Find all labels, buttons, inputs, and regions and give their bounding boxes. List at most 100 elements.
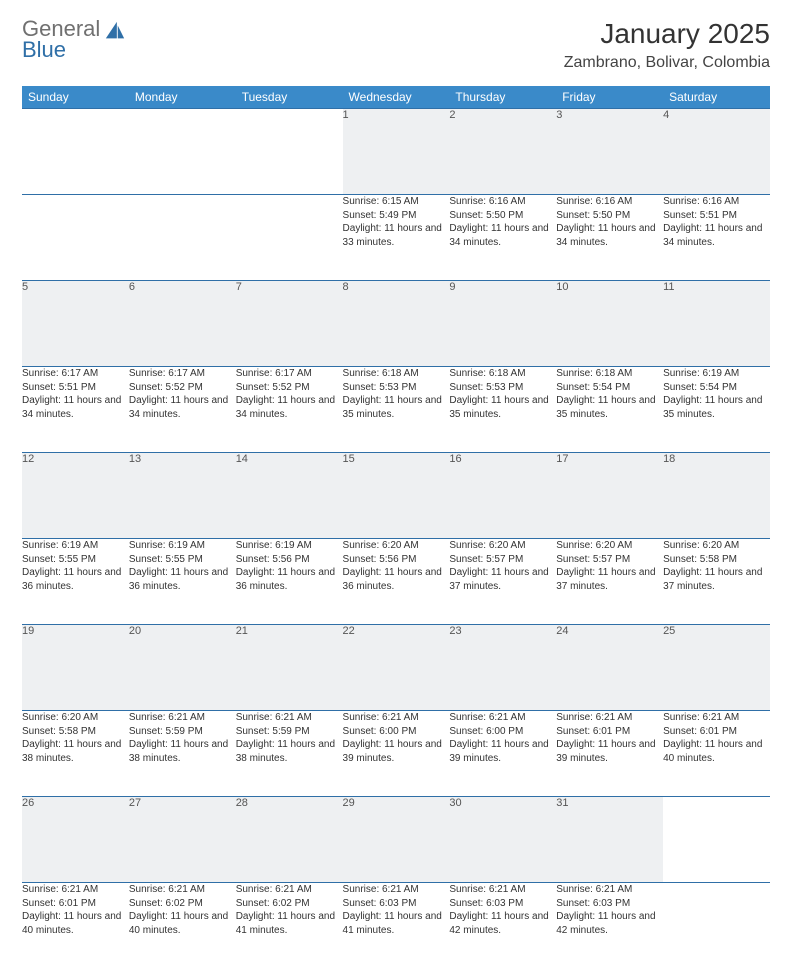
sunset-line: Sunset: 5:59 PM <box>129 725 236 739</box>
sunset-line: Sunset: 5:56 PM <box>236 553 343 567</box>
sunrise-line: Sunrise: 6:21 AM <box>343 883 450 897</box>
weekday-header: Monday <box>129 86 236 109</box>
daylight-line: Daylight: 11 hours and 35 minutes. <box>449 394 556 421</box>
sunset-line: Sunset: 6:02 PM <box>236 897 343 911</box>
day-number-cell: 21 <box>236 625 343 711</box>
sunrise-line: Sunrise: 6:21 AM <box>129 883 236 897</box>
week-daynum-row: 1234 <box>22 109 770 195</box>
daylight-line: Daylight: 11 hours and 39 minutes. <box>343 738 450 765</box>
daylight-line: Daylight: 11 hours and 40 minutes. <box>22 910 129 937</box>
weekday-header: Sunday <box>22 86 129 109</box>
day-number-cell: 25 <box>663 625 770 711</box>
sunset-line: Sunset: 5:57 PM <box>556 553 663 567</box>
day-number-cell: 22 <box>343 625 450 711</box>
day-number-cell: 2 <box>449 109 556 195</box>
sunset-line: Sunset: 6:03 PM <box>449 897 556 911</box>
day-detail-cell: Sunrise: 6:16 AMSunset: 5:51 PMDaylight:… <box>663 195 770 281</box>
weekday-header: Thursday <box>449 86 556 109</box>
daylight-line: Daylight: 11 hours and 37 minutes. <box>663 566 770 593</box>
daylight-line: Daylight: 11 hours and 37 minutes. <box>449 566 556 593</box>
sunset-line: Sunset: 5:55 PM <box>22 553 129 567</box>
day-number-cell: 23 <box>449 625 556 711</box>
day-detail-cell: Sunrise: 6:18 AMSunset: 5:53 PMDaylight:… <box>449 367 556 453</box>
week-daynum-row: 12131415161718 <box>22 453 770 539</box>
sunrise-line: Sunrise: 6:17 AM <box>22 367 129 381</box>
day-detail-cell: Sunrise: 6:21 AMSunset: 6:03 PMDaylight:… <box>343 883 450 969</box>
day-detail-cell: Sunrise: 6:18 AMSunset: 5:53 PMDaylight:… <box>343 367 450 453</box>
day-detail-cell: Sunrise: 6:21 AMSunset: 6:00 PMDaylight:… <box>343 711 450 797</box>
brand-line2: Blue <box>22 39 100 61</box>
daylight-line: Daylight: 11 hours and 35 minutes. <box>556 394 663 421</box>
day-number-cell <box>129 109 236 195</box>
sunset-line: Sunset: 5:54 PM <box>556 381 663 395</box>
day-number-cell <box>22 109 129 195</box>
sunrise-line: Sunrise: 6:16 AM <box>556 195 663 209</box>
sunrise-line: Sunrise: 6:19 AM <box>663 367 770 381</box>
week-detail-row: Sunrise: 6:15 AMSunset: 5:49 PMDaylight:… <box>22 195 770 281</box>
sunrise-line: Sunrise: 6:21 AM <box>22 883 129 897</box>
sunrise-line: Sunrise: 6:18 AM <box>449 367 556 381</box>
daylight-line: Daylight: 11 hours and 34 minutes. <box>129 394 236 421</box>
day-detail-cell: Sunrise: 6:15 AMSunset: 5:49 PMDaylight:… <box>343 195 450 281</box>
page-header: General Blue January 2025 Zambrano, Boli… <box>22 18 770 72</box>
weekday-header: Wednesday <box>343 86 450 109</box>
week-detail-row: Sunrise: 6:17 AMSunset: 5:51 PMDaylight:… <box>22 367 770 453</box>
sunset-line: Sunset: 5:56 PM <box>343 553 450 567</box>
daylight-line: Daylight: 11 hours and 36 minutes. <box>343 566 450 593</box>
sunset-line: Sunset: 6:00 PM <box>449 725 556 739</box>
daylight-line: Daylight: 11 hours and 34 minutes. <box>663 222 770 249</box>
day-detail-cell: Sunrise: 6:16 AMSunset: 5:50 PMDaylight:… <box>449 195 556 281</box>
sunrise-line: Sunrise: 6:21 AM <box>449 711 556 725</box>
daylight-line: Daylight: 11 hours and 38 minutes. <box>129 738 236 765</box>
day-detail-cell: Sunrise: 6:17 AMSunset: 5:52 PMDaylight:… <box>236 367 343 453</box>
sunrise-line: Sunrise: 6:15 AM <box>343 195 450 209</box>
day-number-cell: 24 <box>556 625 663 711</box>
sunset-line: Sunset: 5:53 PM <box>449 381 556 395</box>
sunset-line: Sunset: 5:50 PM <box>449 209 556 223</box>
day-number-cell: 9 <box>449 281 556 367</box>
day-detail-cell <box>663 883 770 969</box>
day-detail-cell: Sunrise: 6:21 AMSunset: 6:01 PMDaylight:… <box>556 711 663 797</box>
day-number-cell: 27 <box>129 797 236 883</box>
day-number-cell: 6 <box>129 281 236 367</box>
day-number-cell: 15 <box>343 453 450 539</box>
sunrise-line: Sunrise: 6:19 AM <box>22 539 129 553</box>
day-detail-cell: Sunrise: 6:21 AMSunset: 6:00 PMDaylight:… <box>449 711 556 797</box>
day-detail-cell: Sunrise: 6:21 AMSunset: 6:03 PMDaylight:… <box>449 883 556 969</box>
brand-logo: General Blue <box>22 18 126 61</box>
weekday-header: Friday <box>556 86 663 109</box>
sunrise-line: Sunrise: 6:17 AM <box>129 367 236 381</box>
daylight-line: Daylight: 11 hours and 39 minutes. <box>556 738 663 765</box>
day-number-cell: 18 <box>663 453 770 539</box>
sunset-line: Sunset: 5:59 PM <box>236 725 343 739</box>
day-number-cell: 4 <box>663 109 770 195</box>
sunrise-line: Sunrise: 6:21 AM <box>236 883 343 897</box>
daylight-line: Daylight: 11 hours and 38 minutes. <box>22 738 129 765</box>
sunrise-line: Sunrise: 6:21 AM <box>663 711 770 725</box>
calendar-table: Sunday Monday Tuesday Wednesday Thursday… <box>22 86 770 969</box>
daylight-line: Daylight: 11 hours and 35 minutes. <box>343 394 450 421</box>
brand-sail-icon <box>104 20 126 42</box>
daylight-line: Daylight: 11 hours and 42 minutes. <box>449 910 556 937</box>
location-line: Zambrano, Bolivar, Colombia <box>564 54 770 72</box>
day-number-cell: 26 <box>22 797 129 883</box>
day-detail-cell: Sunrise: 6:18 AMSunset: 5:54 PMDaylight:… <box>556 367 663 453</box>
sunrise-line: Sunrise: 6:21 AM <box>556 883 663 897</box>
sunrise-line: Sunrise: 6:21 AM <box>129 711 236 725</box>
daylight-line: Daylight: 11 hours and 38 minutes. <box>236 738 343 765</box>
sunrise-line: Sunrise: 6:19 AM <box>236 539 343 553</box>
weekday-header: Saturday <box>663 86 770 109</box>
day-detail-cell: Sunrise: 6:21 AMSunset: 5:59 PMDaylight:… <box>236 711 343 797</box>
daylight-line: Daylight: 11 hours and 36 minutes. <box>22 566 129 593</box>
sunset-line: Sunset: 5:52 PM <box>236 381 343 395</box>
day-number-cell: 3 <box>556 109 663 195</box>
day-detail-cell: Sunrise: 6:21 AMSunset: 6:03 PMDaylight:… <box>556 883 663 969</box>
daylight-line: Daylight: 11 hours and 40 minutes. <box>129 910 236 937</box>
day-number-cell: 31 <box>556 797 663 883</box>
week-detail-row: Sunrise: 6:21 AMSunset: 6:01 PMDaylight:… <box>22 883 770 969</box>
daylight-line: Daylight: 11 hours and 41 minutes. <box>236 910 343 937</box>
daylight-line: Daylight: 11 hours and 34 minutes. <box>22 394 129 421</box>
day-number-cell: 17 <box>556 453 663 539</box>
daylight-line: Daylight: 11 hours and 36 minutes. <box>129 566 236 593</box>
daylight-line: Daylight: 11 hours and 34 minutes. <box>556 222 663 249</box>
